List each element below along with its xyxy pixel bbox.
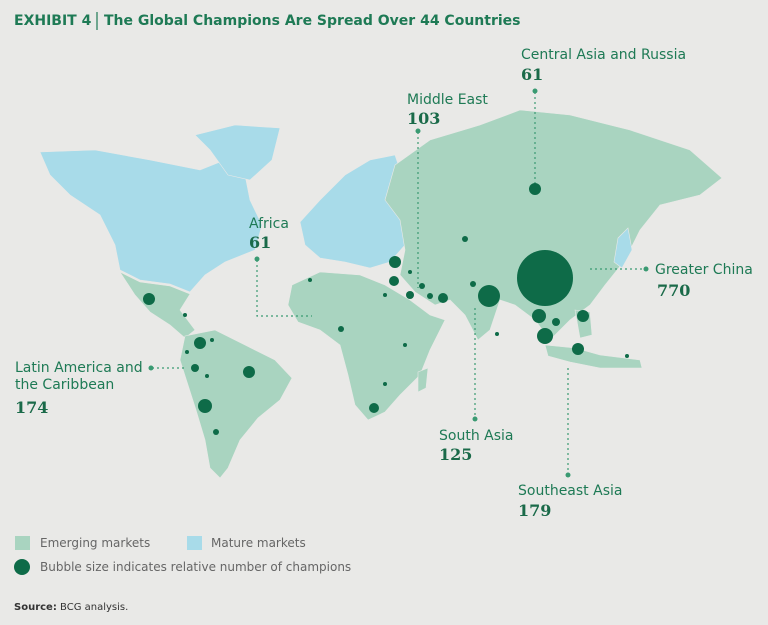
bubble [369,403,379,413]
bubble [308,278,312,282]
region-count: 61 [521,65,543,84]
greenland [194,124,281,181]
bubble [495,332,499,336]
bubbles [143,183,629,435]
bubble [243,366,255,378]
legend-label: Bubble size indicates relative number of… [40,560,351,574]
bubble [213,429,219,435]
bubble [185,350,189,354]
legend-bubble [14,559,30,575]
bubble [389,256,401,268]
leader-dot [148,365,154,371]
bubble [406,291,414,299]
region-count: 103 [407,109,440,128]
source-label: Source: [14,602,57,613]
region-name: Central Asia and Russia [521,47,686,63]
bubble [478,285,500,307]
africa [287,271,446,421]
bubble [572,343,584,355]
source-text: BCG analysis. [60,602,128,613]
region-count: 179 [518,501,551,520]
region-name: Middle East [407,92,488,108]
legend-label: Mature markets [211,536,306,550]
bubble [198,399,212,413]
region-name: Greater China [655,262,753,278]
exhibit-label: EXHIBIT 4 [14,13,92,29]
leader-dot [472,416,478,422]
region-name-line: Latin America and [15,360,143,376]
bubble [383,382,387,386]
bubble [537,328,553,344]
bubble [383,293,387,297]
legend-swatch [187,536,202,550]
leader-dot [643,266,649,272]
region-name: Latin America and the Caribbean [15,360,143,393]
region-count: 174 [15,398,48,417]
bubble [462,236,468,242]
japan [613,227,633,269]
asia [384,109,723,341]
bubble [470,281,476,287]
bubble [143,293,155,305]
bubble [529,183,541,195]
source: Source: BCG analysis. [14,602,128,613]
region-name: Southeast Asia [518,483,622,499]
leader-line [256,260,312,317]
leader-dot [254,256,260,262]
bubble [403,343,407,347]
madagascar [417,367,429,393]
central-america [119,271,196,339]
leader-dot [565,472,571,478]
bubble [183,313,187,317]
bubble [210,338,214,342]
legend-swatch [15,536,30,550]
leader-lines [148,88,649,478]
bubble [438,293,448,303]
europe [299,154,406,269]
bubble [419,283,425,289]
title: The Global Champions Are Spread Over 44 … [104,13,521,29]
bubble [427,293,433,299]
leader-dot [532,88,538,94]
bubble [338,326,344,332]
bubble [517,250,573,306]
bubble [625,354,629,358]
leader-dot [415,128,421,134]
bubble [191,364,199,372]
region-name: South Asia [439,428,513,444]
bubble [552,318,560,326]
land [39,109,723,479]
bubble [389,276,399,286]
north-america [39,149,263,293]
bubble [577,310,589,322]
bubble [408,270,412,274]
region-name: Africa [249,216,289,232]
bubble [194,337,206,349]
region-count: 770 [657,281,690,300]
region-labels: Central Asia and Russia 61 Middle East 1… [15,47,753,520]
region-count: 125 [439,445,472,464]
legend-label: Emerging markets [40,536,150,550]
south-america [179,329,293,479]
legend: Emerging markets Mature markets Bubble s… [14,536,351,575]
region-name-line: the Caribbean [15,377,114,393]
region-count: 61 [249,233,271,252]
bubble [532,309,546,323]
bubble [205,374,209,378]
